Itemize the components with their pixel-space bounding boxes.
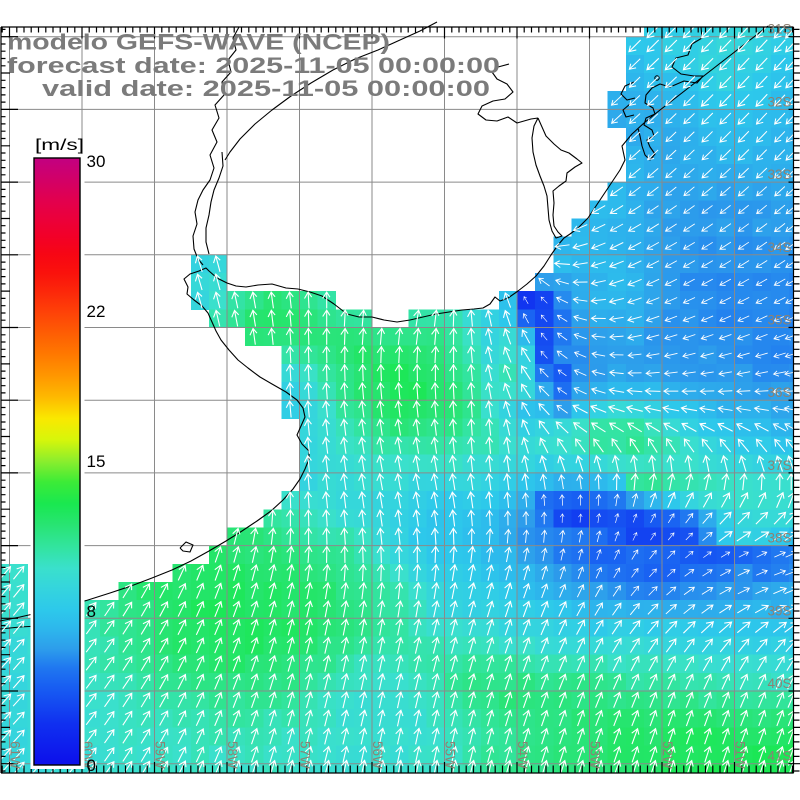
- svg-text:57W: 57W: [298, 741, 313, 769]
- svg-text:valid date: 2025-11-05 00:00:0: valid date: 2025-11-05 00:00:00: [42, 76, 490, 101]
- svg-text:32S: 32S: [767, 94, 791, 109]
- svg-text:8: 8: [87, 602, 96, 621]
- svg-text:modelo GEFS-WAVE (NCEP): modelo GEFS-WAVE (NCEP): [7, 30, 390, 55]
- svg-text:30: 30: [87, 152, 106, 171]
- svg-text:34S: 34S: [767, 240, 791, 255]
- svg-text:41S: 41S: [767, 749, 791, 764]
- svg-text:58W: 58W: [225, 741, 240, 769]
- svg-text:54W: 54W: [515, 741, 530, 769]
- svg-text:forecast date: 2025-11-05 00:0: forecast date: 2025-11-05 00:00:00: [7, 53, 500, 78]
- svg-text:31S: 31S: [767, 22, 791, 37]
- svg-text:38S: 38S: [767, 531, 791, 546]
- svg-text:55W: 55W: [443, 741, 458, 769]
- svg-text:40S: 40S: [767, 676, 791, 691]
- svg-text:39S: 39S: [767, 603, 791, 618]
- svg-text:22: 22: [87, 302, 106, 321]
- svg-text:[m/s]: [m/s]: [35, 137, 84, 154]
- svg-text:59W: 59W: [153, 741, 168, 769]
- svg-text:37S: 37S: [767, 458, 791, 473]
- svg-text:33S: 33S: [767, 167, 791, 182]
- svg-text:56W: 56W: [370, 741, 385, 769]
- svg-text:0: 0: [87, 756, 96, 775]
- svg-text:61W: 61W: [8, 741, 23, 769]
- svg-text:51W: 51W: [733, 741, 748, 769]
- svg-text:36S: 36S: [767, 385, 791, 400]
- svg-text:53W: 53W: [588, 741, 603, 769]
- svg-text:15: 15: [87, 452, 106, 471]
- svg-text:35S: 35S: [767, 313, 791, 328]
- svg-text:52W: 52W: [660, 741, 675, 769]
